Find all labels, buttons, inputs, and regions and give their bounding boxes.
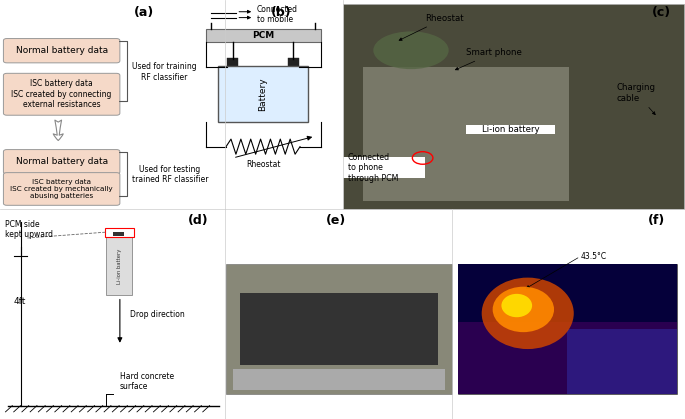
Bar (466, 125, 555, 134)
Text: Connected
to phone
through PCM: Connected to phone through PCM (348, 153, 399, 183)
Bar (113, 232, 124, 236)
Text: Smart phone: Smart phone (456, 48, 522, 70)
Text: Rheostat: Rheostat (246, 160, 280, 169)
Text: PCM side
kept upward: PCM side kept upward (5, 220, 53, 239)
Bar (233, 369, 445, 390)
Ellipse shape (501, 294, 532, 317)
Bar (342, 157, 425, 178)
Bar (288, 58, 299, 66)
Bar (226, 264, 452, 394)
Ellipse shape (482, 278, 574, 349)
Bar (240, 293, 438, 365)
Text: Charging
cable: Charging cable (616, 83, 656, 115)
Bar (363, 67, 569, 201)
Text: Connected
to mobile: Connected to mobile (257, 5, 298, 24)
Text: 43.5°C: 43.5°C (580, 252, 606, 261)
FancyBboxPatch shape (3, 173, 120, 205)
Bar (458, 264, 677, 394)
FancyBboxPatch shape (3, 73, 120, 115)
Ellipse shape (493, 287, 554, 332)
Bar (106, 237, 132, 295)
Text: Battery: Battery (258, 77, 268, 111)
FancyBboxPatch shape (3, 39, 120, 63)
Bar (218, 66, 308, 122)
Text: PCM: PCM (252, 31, 274, 40)
Text: (d): (d) (188, 214, 209, 227)
Text: Normal battery data: Normal battery data (16, 46, 108, 55)
Text: (a): (a) (134, 6, 154, 19)
Bar (227, 58, 238, 66)
Text: Li-ion battery: Li-ion battery (116, 248, 122, 284)
Text: Li-ion battery: Li-ion battery (482, 125, 539, 134)
Text: Used for training
RF classifier: Used for training RF classifier (132, 62, 196, 82)
Bar (342, 4, 684, 210)
Bar (105, 228, 134, 237)
Bar (567, 329, 677, 394)
Bar (458, 323, 677, 394)
Text: (c): (c) (651, 6, 671, 19)
Text: 4ft: 4ft (14, 297, 26, 306)
Text: Hard concrete
surface: Hard concrete surface (120, 372, 174, 391)
Text: Drop direction: Drop direction (130, 310, 185, 319)
Text: Normal battery data: Normal battery data (16, 157, 108, 166)
Text: ISC battery data
ISC created by connecting
external resistances: ISC battery data ISC created by connecti… (12, 79, 112, 109)
Ellipse shape (373, 31, 449, 69)
Text: Rheostat: Rheostat (399, 14, 463, 40)
Bar (458, 264, 677, 323)
Text: (f): (f) (647, 214, 665, 227)
Text: ISC battery data
ISC created by mechanically
abusing batteries: ISC battery data ISC created by mechanic… (10, 179, 113, 199)
Text: (e): (e) (325, 214, 346, 227)
FancyBboxPatch shape (3, 150, 120, 174)
Text: (b): (b) (271, 6, 291, 19)
Text: Used for testing
trained RF classifier: Used for testing trained RF classifier (132, 165, 208, 184)
Bar (206, 29, 321, 42)
